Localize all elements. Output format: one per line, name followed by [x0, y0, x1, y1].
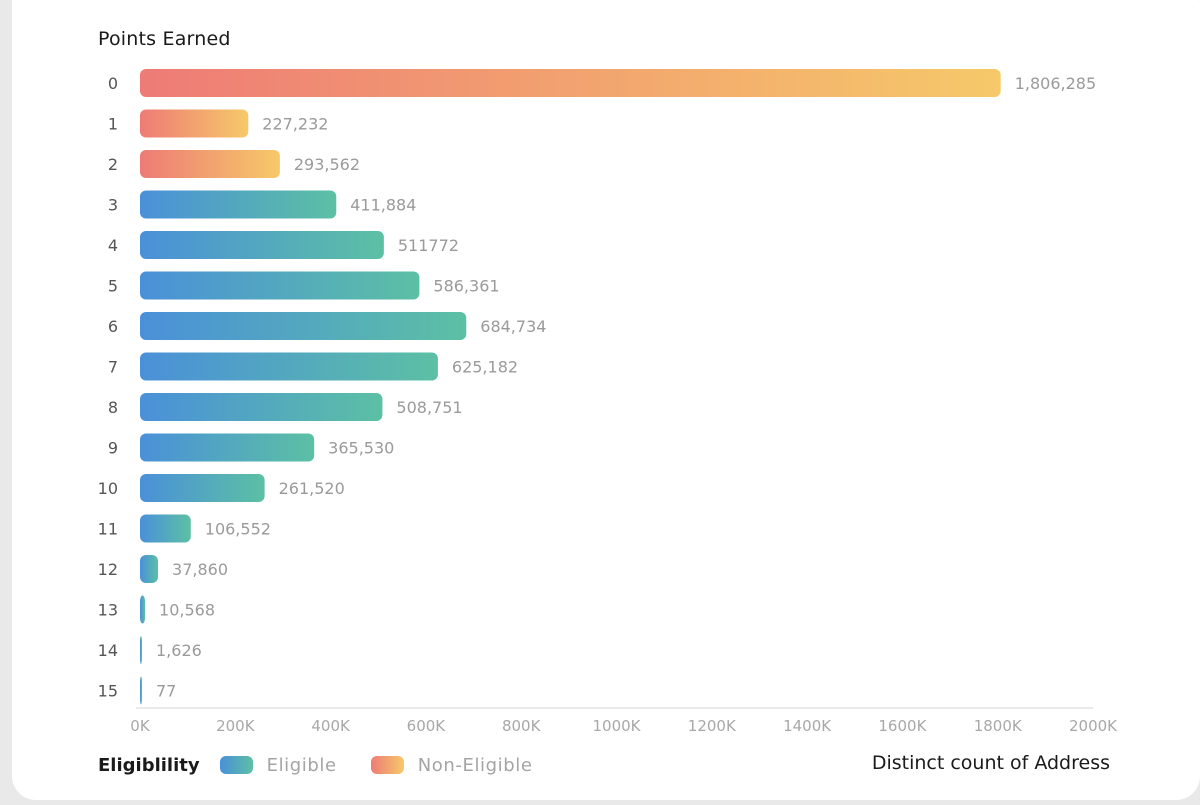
- y-tick-label: 1: [108, 115, 118, 134]
- x-tick-label: 0K: [130, 717, 151, 735]
- y-tick-label: 13: [98, 601, 118, 620]
- legend: Eligiblility Eligible Non-Eligible: [98, 751, 567, 779]
- y-tick-label: 15: [98, 682, 118, 701]
- value-label: 227,232: [262, 115, 328, 134]
- legend-title: Eligiblility: [98, 754, 200, 776]
- x-tick-label: 1600K: [878, 717, 927, 735]
- x-tick-label: 400K: [311, 717, 351, 735]
- bar-4[interactable]: [140, 231, 384, 259]
- value-label: 586,361: [433, 277, 499, 296]
- y-tick-label: 2: [108, 155, 118, 174]
- value-label: 625,182: [452, 358, 518, 377]
- x-axis-title: Distinct count of Address: [871, 752, 1110, 774]
- bar-0[interactable]: [140, 69, 1001, 97]
- bar-12[interactable]: [140, 555, 159, 583]
- value-label: 511772: [398, 236, 459, 255]
- value-label: 1,806,285: [1015, 74, 1096, 93]
- bar-7[interactable]: [140, 352, 438, 381]
- bar-5[interactable]: [140, 271, 420, 300]
- legend-label-eligible[interactable]: Eligible: [266, 754, 337, 776]
- bar-15[interactable]: [140, 676, 142, 705]
- y-tick-label: 9: [108, 439, 118, 458]
- y-tick-label: 0: [108, 74, 118, 93]
- value-label: 37,860: [172, 560, 228, 579]
- x-tick-label: 200K: [216, 717, 256, 735]
- y-tick-label: 12: [98, 560, 118, 579]
- x-tick-label: 1200K: [688, 717, 737, 735]
- y-tick-label: 5: [108, 277, 118, 296]
- chart-title: Points Earned: [98, 28, 231, 50]
- x-tick-label: 1000K: [592, 717, 641, 735]
- bar-1[interactable]: [140, 109, 249, 138]
- value-label: 508,751: [396, 398, 462, 417]
- bar-2[interactable]: [140, 150, 280, 178]
- bar-11[interactable]: [140, 514, 191, 543]
- bar-9[interactable]: [140, 433, 315, 462]
- value-label: 77: [156, 682, 176, 701]
- y-tick-label: 14: [98, 641, 118, 660]
- y-tick-label: 11: [98, 520, 118, 539]
- value-label: 1,626: [156, 641, 202, 660]
- value-label: 293,562: [294, 155, 360, 174]
- bar-13[interactable]: [140, 595, 146, 624]
- bar-3[interactable]: [140, 190, 337, 219]
- bar-8[interactable]: [140, 393, 383, 421]
- y-tick-label: 7: [108, 358, 118, 377]
- bar-6[interactable]: [140, 312, 467, 340]
- value-label: 261,520: [279, 479, 345, 498]
- y-tick-label: 3: [108, 196, 118, 215]
- value-label: 106,552: [205, 520, 271, 539]
- x-tick-label: 800K: [502, 717, 542, 735]
- y-tick-label: 8: [108, 398, 118, 417]
- value-label: 684,734: [480, 317, 546, 336]
- y-tick-label: 6: [108, 317, 118, 336]
- value-label: 365,530: [328, 439, 394, 458]
- x-tick-label: 1800K: [974, 717, 1023, 735]
- x-tick-label: 2000K: [1069, 717, 1118, 735]
- y-tick-label: 4: [108, 236, 118, 255]
- legend-swatch-eligible: [219, 756, 253, 774]
- value-label: 411,884: [350, 196, 416, 215]
- legend-swatch-non-eligible: [370, 756, 404, 774]
- bar-10[interactable]: [140, 474, 265, 502]
- y-tick-label: 10: [98, 479, 118, 498]
- value-label: 10,568: [159, 601, 215, 620]
- x-tick-label: 1400K: [783, 717, 832, 735]
- x-tick-label: 600K: [407, 717, 447, 735]
- bar-14[interactable]: [140, 636, 142, 664]
- legend-label-non-eligible[interactable]: Non-Eligible: [417, 754, 533, 776]
